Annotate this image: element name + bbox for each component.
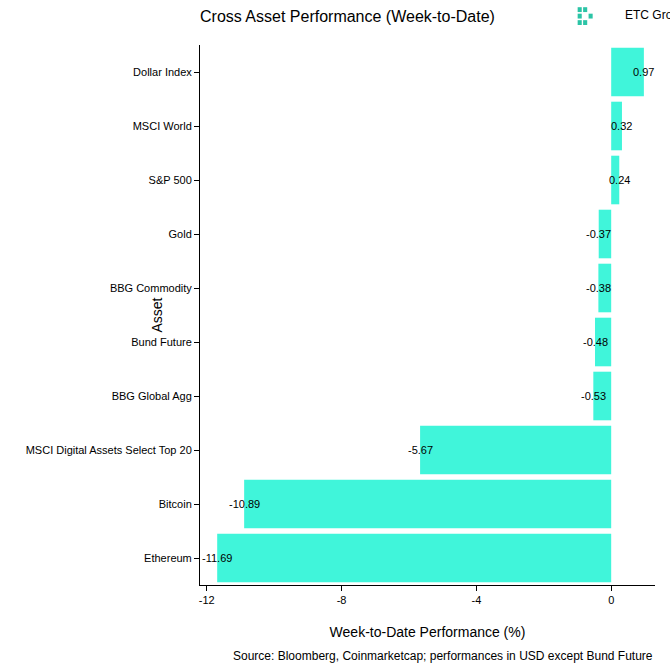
svg-text:-0.38: -0.38 — [586, 282, 611, 294]
svg-text:S&P 500: S&P 500 — [149, 174, 192, 186]
svg-text:Week-to-Date Performance (%): Week-to-Date Performance (%) — [330, 624, 526, 640]
svg-text:ETC Group: ETC Group — [625, 8, 670, 22]
svg-text:BBG Global Agg: BBG Global Agg — [112, 390, 192, 402]
svg-text:Ethereum: Ethereum — [144, 552, 192, 564]
svg-text:Bitcoin: Bitcoin — [159, 498, 192, 510]
svg-text:-5.67: -5.67 — [408, 444, 433, 456]
svg-text:-0.53: -0.53 — [581, 390, 606, 402]
svg-text:Cross Asset Performance (Week-: Cross Asset Performance (Week-to-Date) — [200, 8, 495, 25]
svg-text:-0.48: -0.48 — [583, 336, 608, 348]
svg-text:Source: Bloomberg, Coinmarketc: Source: Bloomberg, Coinmarketcap; perfor… — [233, 649, 653, 663]
svg-text:MSCI World: MSCI World — [133, 120, 192, 132]
svg-text:BBG Commodity: BBG Commodity — [110, 282, 192, 294]
svg-text:0.24: 0.24 — [609, 174, 630, 186]
svg-text:0.97: 0.97 — [633, 66, 654, 78]
svg-text:0: 0 — [608, 594, 614, 606]
svg-text:Gold: Gold — [169, 228, 192, 240]
svg-text:0.32: 0.32 — [611, 120, 632, 132]
svg-text:-10.89: -10.89 — [229, 498, 260, 510]
svg-text:-12: -12 — [199, 594, 215, 606]
svg-text:Dollar Index: Dollar Index — [133, 66, 192, 78]
svg-text:-8: -8 — [337, 594, 347, 606]
svg-text:MSCI Digital Assets Select Top: MSCI Digital Assets Select Top 20 — [26, 444, 192, 456]
svg-text:-0.37: -0.37 — [586, 228, 611, 240]
svg-text:-11.69: -11.69 — [202, 552, 232, 564]
svg-text:-4: -4 — [471, 594, 481, 606]
svg-text:Bund Future: Bund Future — [131, 336, 192, 348]
svg-text:Asset: Asset — [149, 297, 165, 332]
